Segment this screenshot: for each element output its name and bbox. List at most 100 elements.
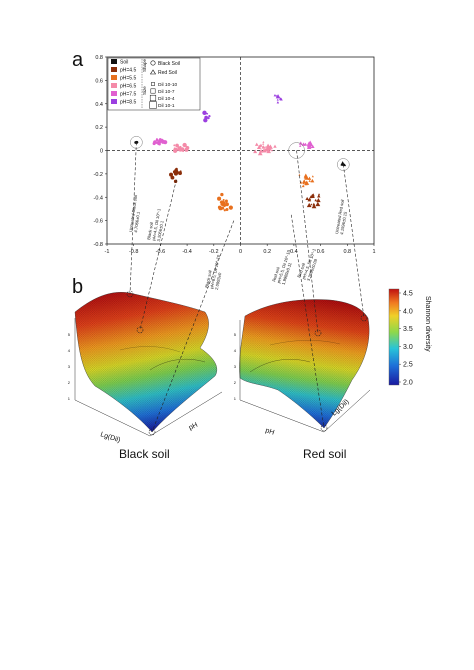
z-tick-label-red: 3 bbox=[234, 364, 237, 369]
connector-line bbox=[151, 220, 235, 433]
annotation-line: Black soil bbox=[146, 222, 154, 240]
data-point bbox=[178, 147, 183, 152]
annotation-line: Red soil bbox=[296, 262, 306, 278]
annotation-line: Red soil bbox=[271, 266, 280, 282]
axis-label-ph-black: pH bbox=[188, 422, 199, 432]
legend-size-label: Dil 10-10 bbox=[158, 82, 178, 88]
annotation-line: Black soil bbox=[204, 270, 213, 288]
z-tick-label-black: 4 bbox=[68, 348, 71, 353]
data-point bbox=[169, 172, 174, 177]
legend-swatch bbox=[111, 99, 117, 104]
y-tick-label: 0 bbox=[100, 149, 103, 155]
annotation-line: 4.7066±0.1 bbox=[133, 211, 141, 233]
data-point bbox=[276, 98, 279, 101]
x-tick-label: -0.4 bbox=[182, 249, 191, 255]
data-point bbox=[317, 194, 321, 198]
y-axis-black bbox=[149, 391, 223, 437]
legend-swatch bbox=[111, 59, 117, 64]
data-point bbox=[340, 161, 345, 166]
colorbar-tick-label: 2.5 bbox=[403, 362, 413, 369]
legend-size-label: Dil 10-1 bbox=[158, 103, 175, 109]
data-point bbox=[264, 145, 268, 148]
x-tick-label: 0.6 bbox=[317, 249, 325, 255]
data-point bbox=[221, 206, 225, 210]
legend-label: pH=7.5 bbox=[120, 92, 136, 98]
data-point bbox=[159, 139, 163, 143]
y-axis-red bbox=[323, 389, 371, 433]
colorbar: 2.0 2.5 3.0 3.5 4.0 4.5 Shannon diversity bbox=[388, 288, 431, 387]
surface-marker bbox=[126, 290, 134, 298]
data-point bbox=[307, 140, 313, 145]
scatter-plot: -1 -0.8 -0.6 -0.4 -0.2 0 0.2 0.4 0.6 0.8 1-0.8-0.6… bbox=[94, 55, 376, 290]
legend-shape-label: Black Soil bbox=[158, 61, 180, 67]
data-point bbox=[301, 184, 305, 188]
z-tick-label-red: 1 bbox=[234, 396, 237, 401]
legend-label: pH=8.5 bbox=[120, 100, 136, 106]
data-point bbox=[270, 149, 273, 152]
data-point bbox=[225, 208, 229, 212]
data-point bbox=[262, 148, 267, 153]
data-point bbox=[276, 101, 279, 104]
legend: Soil pH=4.5 pH=5.5 pH=6.5 pH=7.5 pH=8.5 Shape B… bbox=[107, 57, 201, 111]
legend-label: pH=4.5 bbox=[120, 68, 136, 74]
legend-size-title: Size bbox=[142, 86, 147, 95]
z-tick-label-black: 1 bbox=[68, 396, 71, 401]
x-tick-label: -0.8 bbox=[129, 249, 138, 255]
data-point bbox=[275, 94, 281, 99]
annotation-line: 2.0993±0 bbox=[214, 272, 223, 291]
data-point bbox=[223, 209, 226, 212]
data-point bbox=[182, 149, 185, 153]
data-point bbox=[217, 196, 222, 201]
x-tick-label: 0.2 bbox=[263, 249, 271, 255]
connector-line bbox=[290, 214, 325, 429]
legend-size-marker bbox=[150, 88, 156, 94]
colorbar-tick-label: 4.0 bbox=[403, 308, 413, 315]
data-point bbox=[173, 144, 176, 147]
data-point bbox=[273, 93, 277, 97]
data-point bbox=[179, 145, 182, 149]
data-point bbox=[304, 180, 310, 185]
data-point bbox=[174, 168, 178, 173]
data-point bbox=[206, 112, 209, 115]
data-point bbox=[306, 202, 312, 208]
x-tick-label: 0.4 bbox=[290, 249, 298, 255]
data-point bbox=[310, 203, 313, 206]
surface-marker bbox=[148, 428, 156, 436]
data-point bbox=[316, 197, 321, 203]
x-tick-label: 0 bbox=[239, 249, 242, 255]
z-tick-label-black: 5 bbox=[68, 332, 71, 337]
legend-swatch bbox=[111, 75, 117, 80]
label-black-soil: Black soil bbox=[119, 447, 170, 461]
colorbar-tick-label: 2.0 bbox=[403, 380, 413, 387]
surface-marker bbox=[314, 329, 322, 337]
surface-plot-black-soil bbox=[74, 292, 223, 437]
colorbar-tick-label: 3.5 bbox=[403, 326, 413, 333]
y-tick-label: 0.6 bbox=[95, 78, 103, 84]
surface-plot-red-soil bbox=[239, 299, 371, 433]
legend-label: pH=5.5 bbox=[120, 76, 136, 82]
data-point bbox=[307, 176, 312, 180]
legend-shape-title: Shape bbox=[142, 58, 147, 72]
data-point bbox=[258, 148, 264, 153]
legend-size-marker bbox=[149, 94, 157, 102]
data-point bbox=[311, 175, 314, 178]
y-tick-label: 0.8 bbox=[95, 55, 103, 61]
data-point bbox=[308, 179, 311, 182]
data-point bbox=[208, 114, 211, 118]
data-point bbox=[303, 143, 307, 146]
y-tick-label: -0.2 bbox=[94, 172, 103, 178]
data-point bbox=[298, 141, 303, 145]
x-tick-label: -0.6 bbox=[156, 249, 165, 255]
data-point bbox=[202, 110, 207, 116]
x-axis-black bbox=[74, 399, 151, 437]
y-tick-label: -0.8 bbox=[94, 242, 103, 248]
data-point bbox=[273, 144, 277, 148]
data-point bbox=[307, 197, 312, 202]
data-point bbox=[253, 149, 258, 154]
x-tick-label: -1 bbox=[105, 249, 110, 255]
y-tick-label: 0.2 bbox=[95, 125, 103, 131]
data-point bbox=[224, 199, 228, 203]
legend-box bbox=[107, 57, 201, 111]
data-point bbox=[175, 143, 179, 148]
data-point bbox=[225, 202, 229, 207]
